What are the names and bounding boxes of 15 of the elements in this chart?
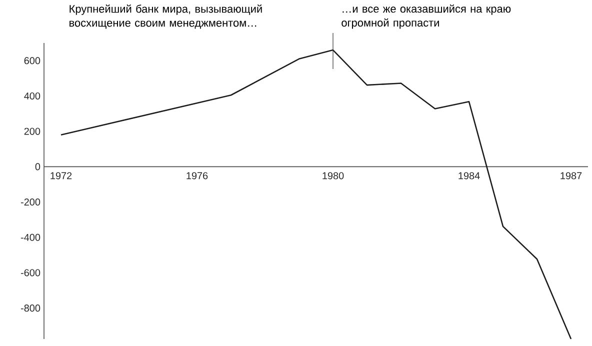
y-tick-label: 400 [24, 92, 40, 100]
y-tick-label: -800 [20, 304, 40, 312]
y-tick-label: -600 [20, 269, 40, 276]
x-tick-label: 1987 [560, 172, 582, 180]
y-tick-label: -400 [20, 234, 40, 241]
x-tick-label: 1976 [186, 172, 208, 180]
x-tick-label: 1984 [458, 172, 480, 180]
y-tick-label: 200 [24, 128, 40, 135]
x-tick-label: 1972 [50, 172, 72, 180]
y-tick-label: 0 [35, 163, 40, 170]
text: …и все же оказавшийся на краю огромной пропасти [342, 4, 511, 29]
y-tick-label: 600 [24, 57, 40, 64]
y-tick-label: -200 [20, 198, 40, 206]
text: Крупнейший банк мира, вызывающий восхищение своим менеджментом… [70, 4, 262, 29]
x-tick-label: 1980 [322, 172, 344, 180]
